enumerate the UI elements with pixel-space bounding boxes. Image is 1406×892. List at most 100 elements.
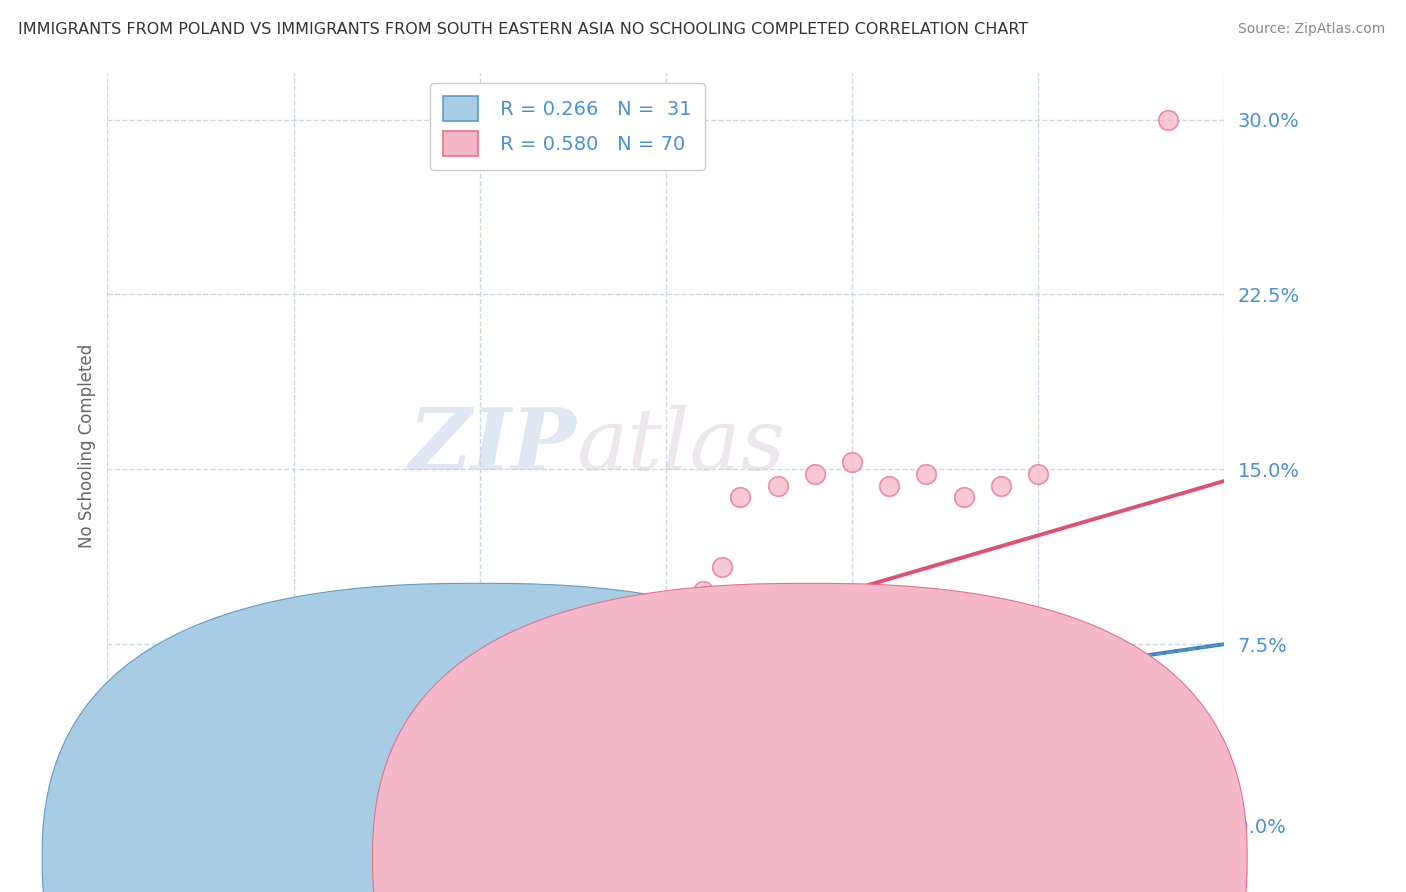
Point bbox=[1026, 467, 1049, 481]
Point bbox=[104, 807, 127, 822]
Point bbox=[245, 677, 267, 691]
Point bbox=[104, 805, 127, 819]
Point bbox=[803, 467, 825, 481]
Point bbox=[394, 644, 416, 658]
Point bbox=[245, 660, 267, 674]
Point bbox=[301, 677, 323, 691]
Point bbox=[100, 805, 122, 819]
Point bbox=[105, 805, 128, 819]
Point bbox=[952, 491, 974, 505]
Point bbox=[432, 677, 454, 691]
Point bbox=[450, 665, 472, 680]
Point bbox=[117, 800, 139, 814]
Point bbox=[115, 800, 138, 814]
Point bbox=[710, 560, 733, 574]
Text: Immigrants from Poland: Immigrants from Poland bbox=[501, 849, 717, 867]
Point bbox=[170, 672, 193, 686]
Point bbox=[217, 791, 239, 805]
Point bbox=[112, 798, 135, 813]
Point bbox=[283, 665, 305, 680]
Legend:  R = 0.266   N =  31,  R = 0.580   N = 70: R = 0.266 N = 31, R = 0.580 N = 70 bbox=[430, 83, 706, 169]
Point bbox=[121, 793, 143, 807]
Point bbox=[524, 677, 547, 691]
Point bbox=[208, 683, 231, 698]
Point bbox=[152, 784, 174, 798]
Point bbox=[134, 786, 156, 800]
Text: atlas: atlas bbox=[576, 405, 786, 487]
Point bbox=[111, 796, 134, 810]
Point bbox=[118, 796, 141, 810]
Point bbox=[111, 800, 134, 814]
Point bbox=[107, 798, 129, 813]
Text: IMMIGRANTS FROM POLAND VS IMMIGRANTS FROM SOUTH EASTERN ASIA NO SCHOOLING COMPLE: IMMIGRANTS FROM POLAND VS IMMIGRANTS FRO… bbox=[18, 22, 1029, 37]
Point bbox=[105, 803, 128, 817]
Point bbox=[124, 796, 146, 810]
Point bbox=[124, 793, 146, 807]
Point bbox=[198, 677, 221, 691]
Point bbox=[115, 793, 138, 807]
Point bbox=[841, 455, 863, 469]
Point bbox=[319, 653, 342, 667]
Point bbox=[543, 630, 565, 644]
Point bbox=[104, 805, 127, 819]
Point bbox=[110, 800, 132, 814]
Point bbox=[100, 810, 122, 824]
Point bbox=[152, 796, 174, 810]
Point bbox=[129, 784, 152, 798]
Point bbox=[319, 672, 342, 686]
Point bbox=[138, 793, 160, 807]
Point bbox=[148, 683, 170, 698]
Point bbox=[118, 798, 141, 813]
Point bbox=[190, 683, 212, 698]
Point bbox=[412, 630, 434, 644]
Point bbox=[110, 803, 132, 817]
Point bbox=[486, 665, 509, 680]
Point bbox=[375, 677, 398, 691]
Point bbox=[599, 665, 621, 680]
Point bbox=[990, 478, 1012, 492]
Point bbox=[877, 478, 900, 492]
Point bbox=[107, 800, 129, 814]
Point bbox=[142, 791, 165, 805]
Text: 60.0%: 60.0% bbox=[1225, 818, 1286, 838]
Point bbox=[468, 653, 491, 667]
Point bbox=[156, 786, 179, 800]
Point bbox=[1157, 112, 1180, 127]
Point bbox=[138, 781, 160, 796]
Point bbox=[617, 653, 640, 667]
Point bbox=[636, 641, 658, 656]
Point bbox=[101, 805, 124, 819]
Point bbox=[226, 667, 249, 681]
Point bbox=[208, 665, 231, 680]
Point bbox=[98, 810, 121, 824]
Y-axis label: No Schooling Completed: No Schooling Completed bbox=[79, 344, 96, 548]
Text: 0.0%: 0.0% bbox=[91, 818, 141, 838]
Point bbox=[104, 800, 127, 814]
Point bbox=[105, 807, 128, 822]
Text: ZIP: ZIP bbox=[409, 404, 576, 488]
Point bbox=[100, 807, 122, 822]
Point bbox=[101, 807, 124, 822]
Point bbox=[337, 677, 360, 691]
Point bbox=[655, 607, 678, 621]
Text: Immigrants from South Eastern Asia: Immigrants from South Eastern Asia bbox=[831, 849, 1157, 867]
Point bbox=[162, 791, 184, 805]
Point bbox=[112, 798, 135, 813]
Point bbox=[105, 803, 128, 817]
Point bbox=[117, 796, 139, 810]
Point bbox=[101, 807, 124, 822]
Point bbox=[180, 786, 202, 800]
Point bbox=[170, 723, 193, 738]
Point bbox=[506, 653, 529, 667]
Point bbox=[121, 791, 143, 805]
Point bbox=[394, 660, 416, 674]
Point bbox=[915, 467, 938, 481]
Point bbox=[101, 803, 124, 817]
Point bbox=[142, 789, 165, 803]
Point bbox=[100, 810, 122, 824]
Point bbox=[264, 653, 287, 667]
Point bbox=[673, 595, 696, 609]
Text: Source: ZipAtlas.com: Source: ZipAtlas.com bbox=[1237, 22, 1385, 37]
Point bbox=[692, 583, 714, 598]
Point bbox=[766, 478, 789, 492]
